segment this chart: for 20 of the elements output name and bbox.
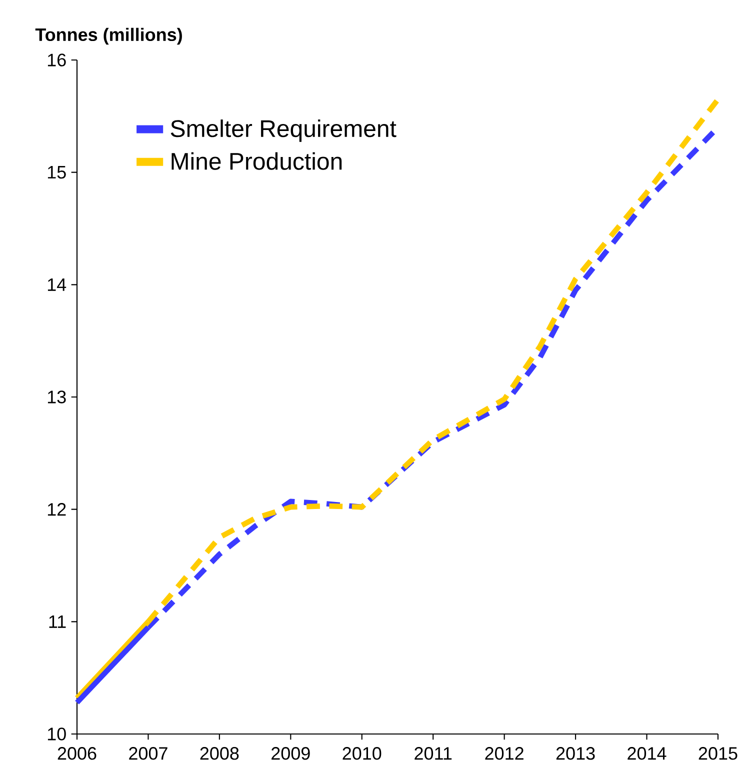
y-tick-label: 13 xyxy=(48,390,66,404)
x-tick-label: 2010 xyxy=(342,747,382,760)
y-tick-label: 12 xyxy=(48,503,66,516)
x-tick-label: 2006 xyxy=(58,747,96,760)
x-tick-label: 2011 xyxy=(414,747,452,760)
x-tick-label: 2013 xyxy=(556,747,595,760)
y-tick-label: 10 xyxy=(48,728,66,740)
x-tick-label: 2009 xyxy=(272,747,310,760)
y-tick-label: 14 xyxy=(48,278,66,291)
x-tick-label: 2012 xyxy=(485,747,524,760)
x-tick-label: 2015 xyxy=(698,747,738,760)
y-tick-label: 15 xyxy=(48,166,66,179)
x-tick-label: 2014 xyxy=(628,747,666,760)
y-axis-title: Tonnes (millions) xyxy=(35,28,182,45)
y-tick-label: 16 xyxy=(48,54,66,66)
legend-label: Mine Production xyxy=(172,152,342,170)
y-tick-label: 11 xyxy=(49,615,66,628)
x-tick-label: 2007 xyxy=(129,747,168,760)
legend-label: Smelter Requirement xyxy=(170,120,396,142)
x-tick-label: 2008 xyxy=(200,747,239,760)
